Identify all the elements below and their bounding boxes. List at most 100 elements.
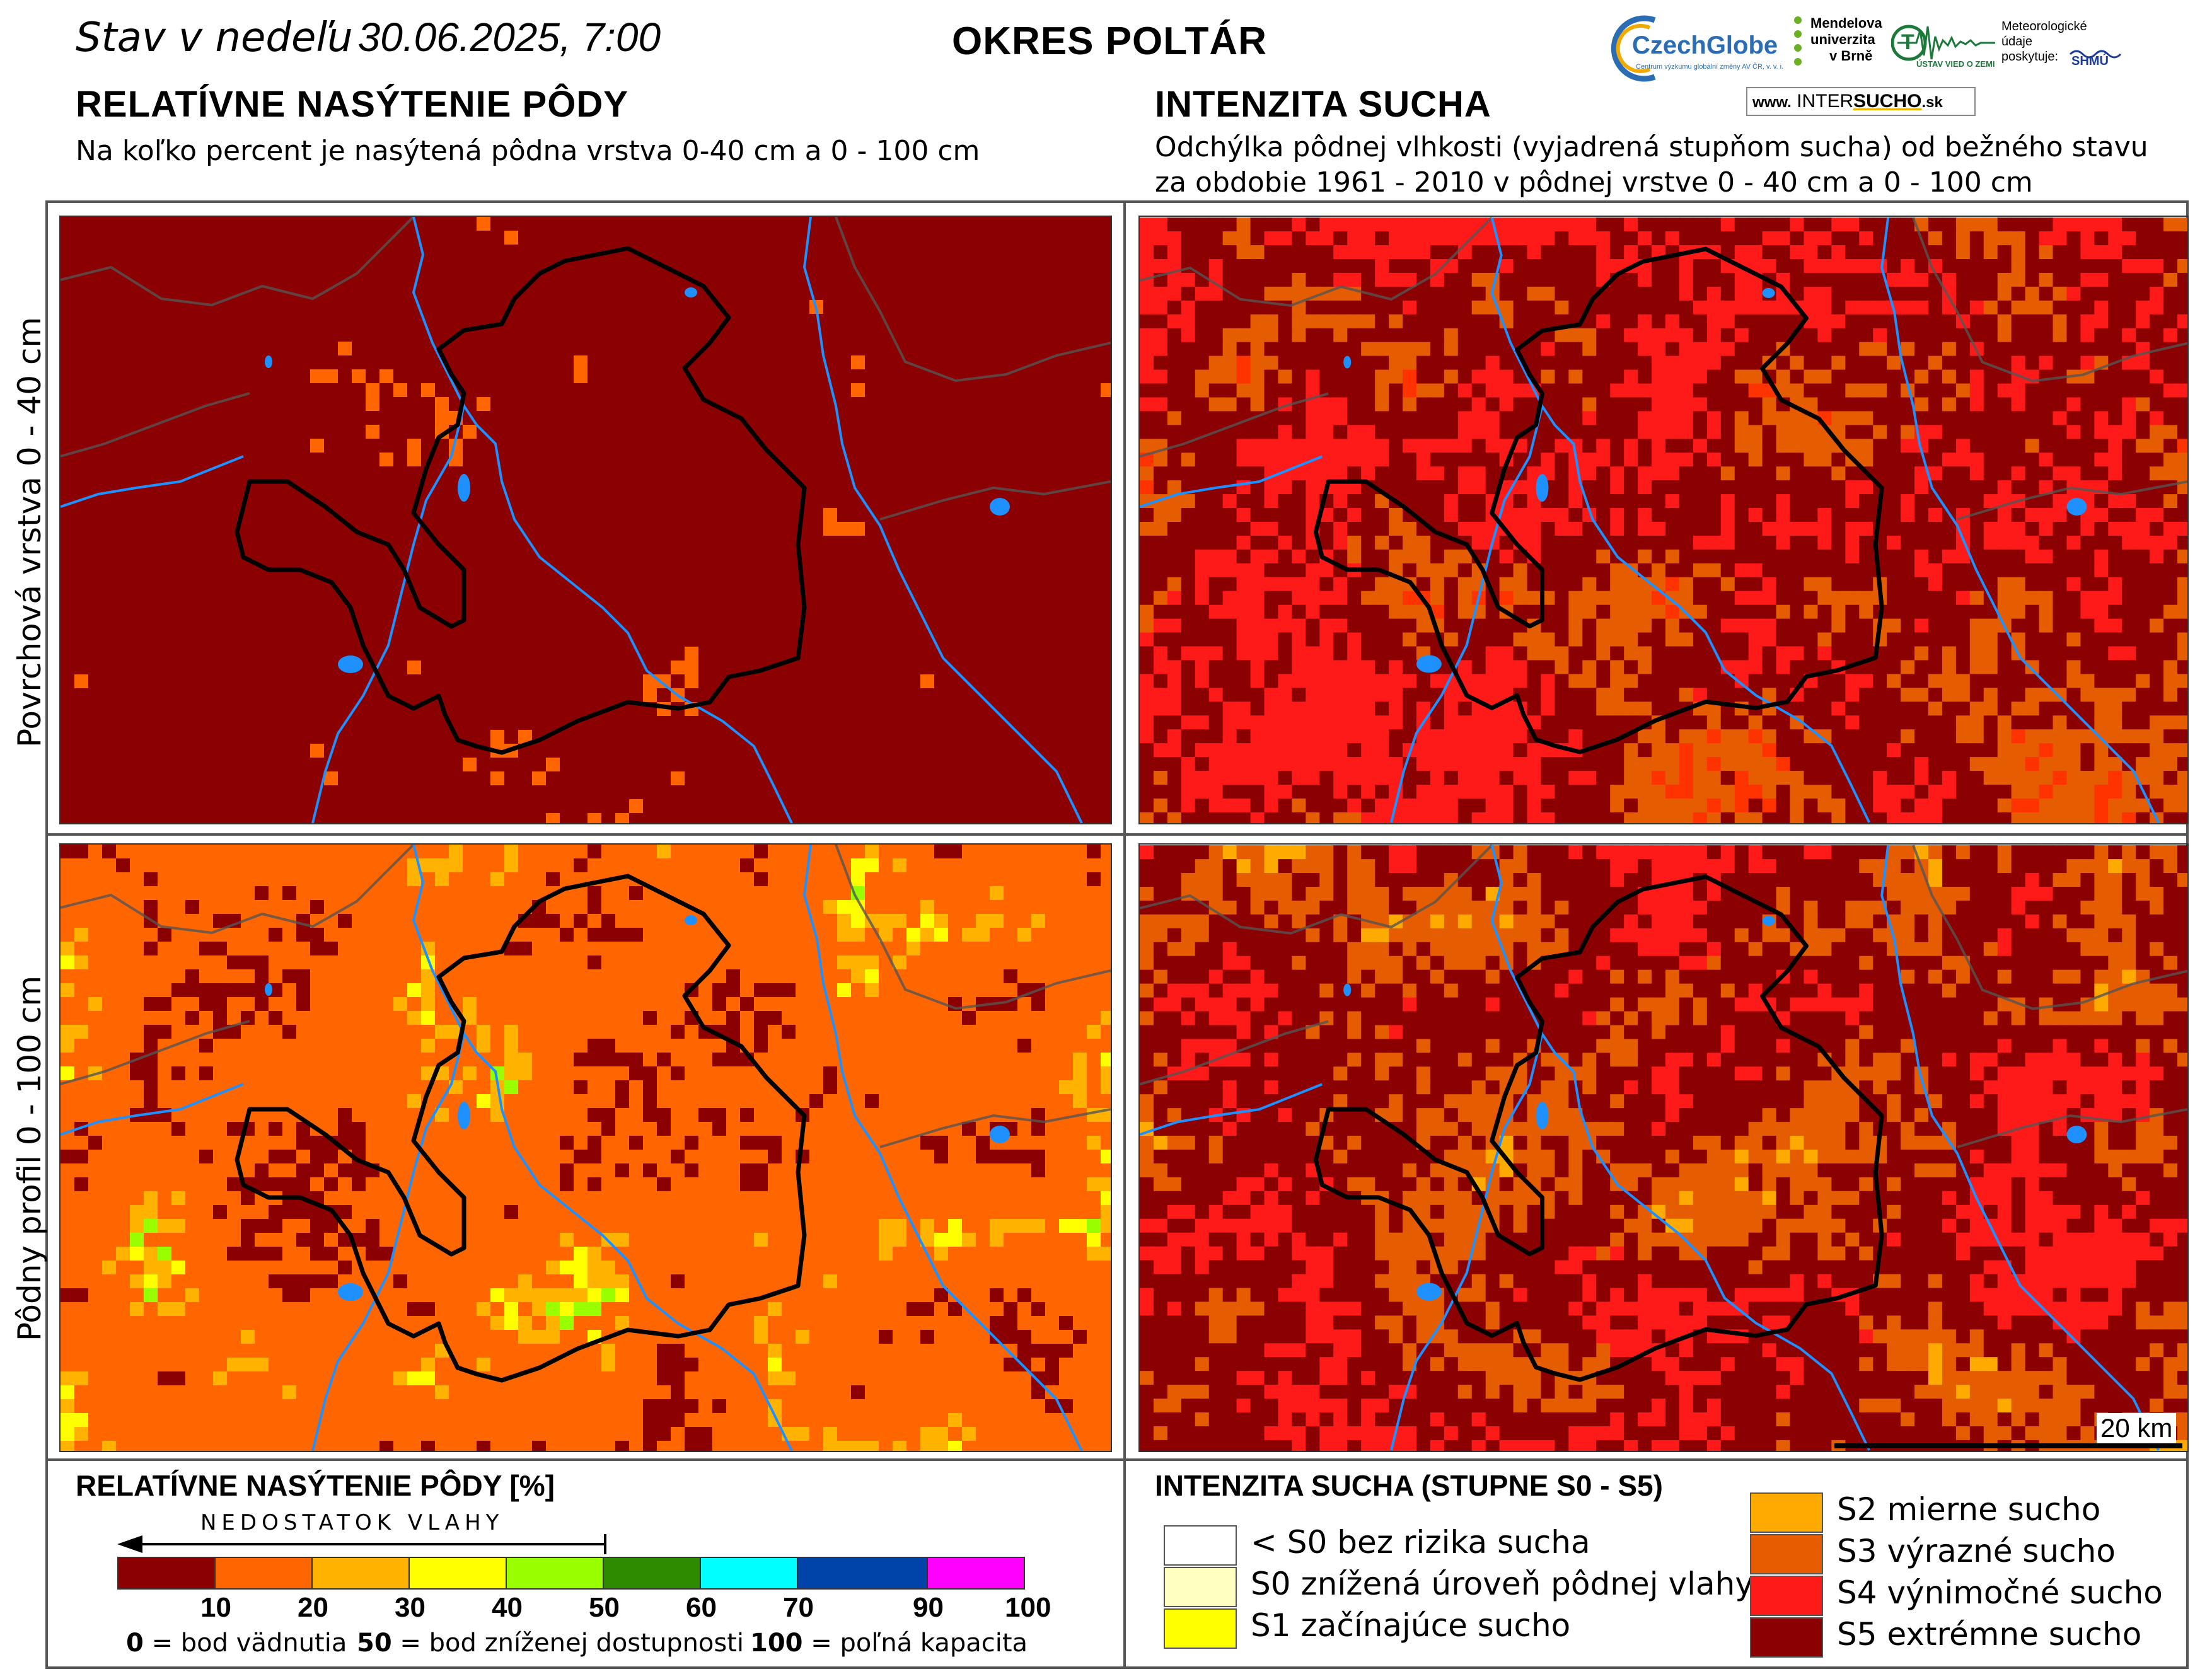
map-saturation-bottom <box>59 843 1112 1452</box>
saturation-swatch <box>700 1557 798 1590</box>
report-date: Stav v nedeľu 30.06.2025, 7:00 <box>76 14 661 61</box>
lake <box>1536 1102 1549 1130</box>
meteo-line2: údaje <box>2001 35 2032 49</box>
saturation-tick-label: 50 <box>589 1592 620 1623</box>
czechglobe-swirl-icon <box>1611 15 1656 82</box>
intersucho-a: INTER <box>1797 91 1854 112</box>
mendel-line1: Mendelova <box>1810 15 1882 31</box>
note-100-num: 100 <box>750 1629 803 1658</box>
river <box>1140 455 1323 508</box>
drought-swatch <box>1164 1567 1237 1607</box>
lake <box>265 983 272 996</box>
row-label-bottom: Pôdny profil 0 - 100 cm <box>11 975 48 1341</box>
drought-legend-label: S1 začínajúce sucho <box>1251 1607 1571 1644</box>
scale-bar: 20 km <box>1834 1413 2182 1451</box>
map-drought-top <box>1138 216 2189 824</box>
regional-border <box>61 217 1111 521</box>
intersucho-b: SUCHO <box>1853 91 1922 112</box>
river <box>61 455 244 508</box>
drought-legend-label: S5 extrémne sucho <box>1837 1616 2142 1653</box>
river <box>1880 845 2160 1451</box>
note-50-num: 50 <box>357 1629 392 1658</box>
right-section-title: INTENZITA SUCHA <box>1155 84 1491 125</box>
lake <box>685 915 697 925</box>
river <box>1390 1033 1544 1451</box>
lake <box>1416 655 1442 673</box>
mendel-logo: Mendelova univerzita v Brně <box>1790 14 1885 83</box>
river <box>1490 217 1871 823</box>
lake <box>338 1283 363 1301</box>
saturation-swatch <box>214 1557 313 1590</box>
mendel-line2: univerzita <box>1810 32 1875 47</box>
frame-divider-middle <box>45 833 2189 836</box>
river <box>412 845 793 1451</box>
saturation-tick-label: 40 <box>492 1592 523 1623</box>
ustav-logo: T ÚSTAV VIED O ZEMI <box>1891 18 1998 81</box>
row-label-top: Povrchová vrstva 0 - 40 cm <box>11 316 48 748</box>
river <box>1490 845 1871 1451</box>
meteo-line1: Meteorologické <box>2001 20 2087 33</box>
intersucho-suffix: .sk <box>1921 94 1943 111</box>
saturation-swatch <box>797 1557 928 1590</box>
lake <box>1762 287 1775 298</box>
note-0-num: 0 <box>126 1629 144 1658</box>
scale-bar-line <box>1834 1443 2182 1448</box>
lake <box>265 355 272 368</box>
district-border <box>1313 246 1884 754</box>
saturation-swatch <box>603 1557 701 1590</box>
frame-divider-vertical <box>1123 200 1126 1669</box>
saturation-tick-label: 20 <box>298 1592 328 1623</box>
drought-swatch <box>1750 1576 1823 1616</box>
left-section-title: RELATÍVNE NASÝTENIE PÔDY <box>76 84 628 125</box>
raster-cells <box>61 845 1111 1451</box>
lake <box>458 474 470 502</box>
saturation-swatch <box>408 1557 507 1590</box>
meteo-line3: poskytuje: <box>2001 50 2059 64</box>
regional-border <box>61 845 1111 1148</box>
note-reduced-availability: 50 = bod zníženej dostupnosti <box>357 1629 744 1658</box>
drought-legend-label: S0 znížená úroveň pôdnej vlahy <box>1251 1566 1754 1602</box>
saturation-swatch <box>506 1557 604 1590</box>
mendel-line3: v Brně <box>1829 48 1873 64</box>
shmu-wave-icon <box>2069 50 2122 59</box>
drought-swatch <box>1750 1534 1823 1574</box>
lake <box>458 1102 470 1129</box>
raster-cells <box>61 217 1111 823</box>
river <box>802 217 1083 823</box>
regional-border <box>1140 845 2187 1148</box>
regional-border <box>1140 217 2187 521</box>
district-border <box>235 246 807 755</box>
deficit-arrow-icon <box>117 1534 606 1554</box>
left-section-subtitle: Na koľko percent je nasýtená pôdna vrstv… <box>76 135 980 167</box>
river <box>1880 217 2160 823</box>
district-border <box>1313 874 1884 1382</box>
lake <box>1343 983 1352 996</box>
ustav-name: ÚSTAV VIED O ZEMI <box>1916 59 1995 69</box>
intersucho-logo[interactable]: www. INTERSUCHO.sk <box>1746 87 1976 116</box>
right-section-subtitle-1: Odchýlka pôdnej vlhkosti (vyjadrená stup… <box>1155 131 2148 163</box>
drought-legend-title: INTENZITA SUCHA (STUPNE S0 - S5) <box>1155 1469 1663 1502</box>
frame-divider-legend <box>45 1458 2189 1461</box>
lake <box>990 498 1010 516</box>
lake <box>338 655 363 673</box>
note-100-text: = poľná kapacita <box>811 1629 1028 1658</box>
district-border <box>235 874 807 1383</box>
saturation-tick-label: 60 <box>686 1592 717 1623</box>
lake <box>1416 1283 1442 1301</box>
lake <box>685 287 697 297</box>
intersucho-prefix: www. <box>1752 94 1792 111</box>
czechglobe-sub: Centrum výzkumu globální změny AV ČR, v.… <box>1636 63 1784 71</box>
saturation-color-bar <box>117 1557 1026 1590</box>
district-title: OKRES POLTÁR <box>952 20 1267 63</box>
date-value: 30.06.2025, 7:00 <box>357 14 661 60</box>
svg-text:T: T <box>1901 30 1914 54</box>
river <box>1390 405 1544 823</box>
drought-legend-label: S3 výrazné sucho <box>1837 1533 2116 1569</box>
map-drought-bottom <box>1138 843 2189 1452</box>
river <box>311 1033 465 1451</box>
scale-bar-label: 20 km <box>2097 1413 2177 1443</box>
mendel-dots-icon <box>1794 16 1802 66</box>
lake <box>1762 915 1775 926</box>
note-50-text: = bod zníženej dostupnosti <box>400 1629 744 1658</box>
raster-cells <box>1140 845 2187 1451</box>
